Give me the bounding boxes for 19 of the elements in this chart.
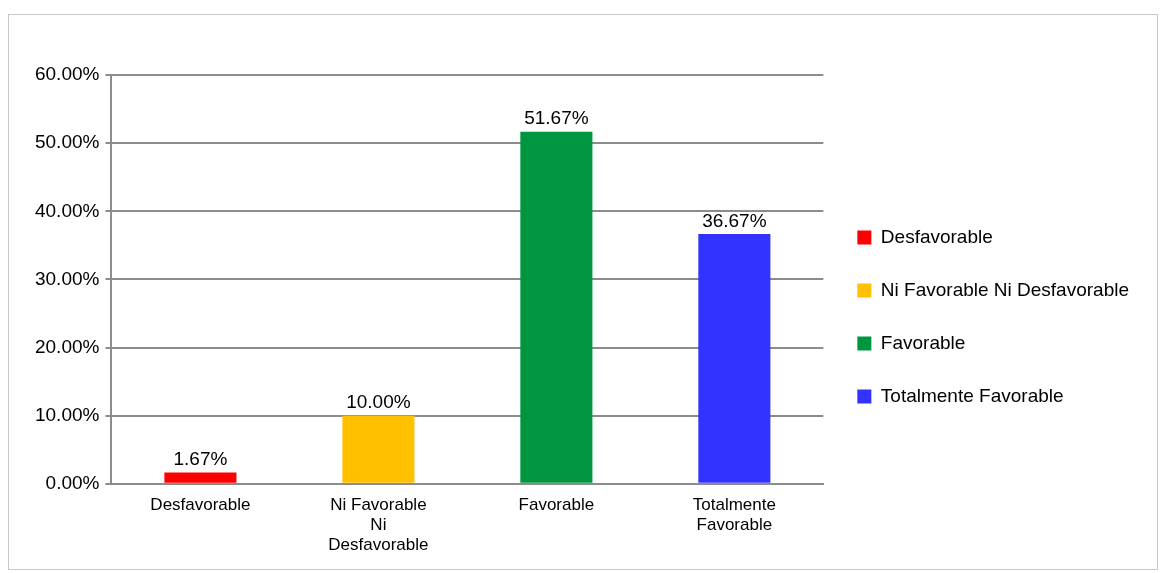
legend-label: Favorable xyxy=(880,331,966,353)
y-tick-label: 50.00% xyxy=(34,131,100,153)
x-tick-label: Ni Favorable Ni Desfavorable xyxy=(328,494,429,555)
x-tick-label: Totalmente Favorable xyxy=(692,494,776,535)
data-label: 10.00% xyxy=(346,391,411,413)
data-label: 51.67% xyxy=(524,107,589,129)
y-tick-label: 30.00% xyxy=(34,267,100,289)
x-tick-label: Desfavorable xyxy=(150,494,251,514)
y-tick-label: 10.00% xyxy=(34,403,100,425)
data-label: 1.67% xyxy=(173,448,228,470)
y-tick-label: 20.00% xyxy=(34,335,100,357)
legend-label: Ni Favorable Ni Desfavorable xyxy=(880,278,1130,300)
y-tick-label: 40.00% xyxy=(34,199,100,221)
y-tick-label: 60.00% xyxy=(34,63,100,85)
legend-label: Totalmente Favorable xyxy=(880,384,1064,406)
legend-label: Desfavorable xyxy=(880,225,993,247)
x-tick-label: Favorable xyxy=(518,494,595,514)
y-tick-label: 0.00% xyxy=(45,472,100,494)
data-label: 36.67% xyxy=(702,209,767,231)
